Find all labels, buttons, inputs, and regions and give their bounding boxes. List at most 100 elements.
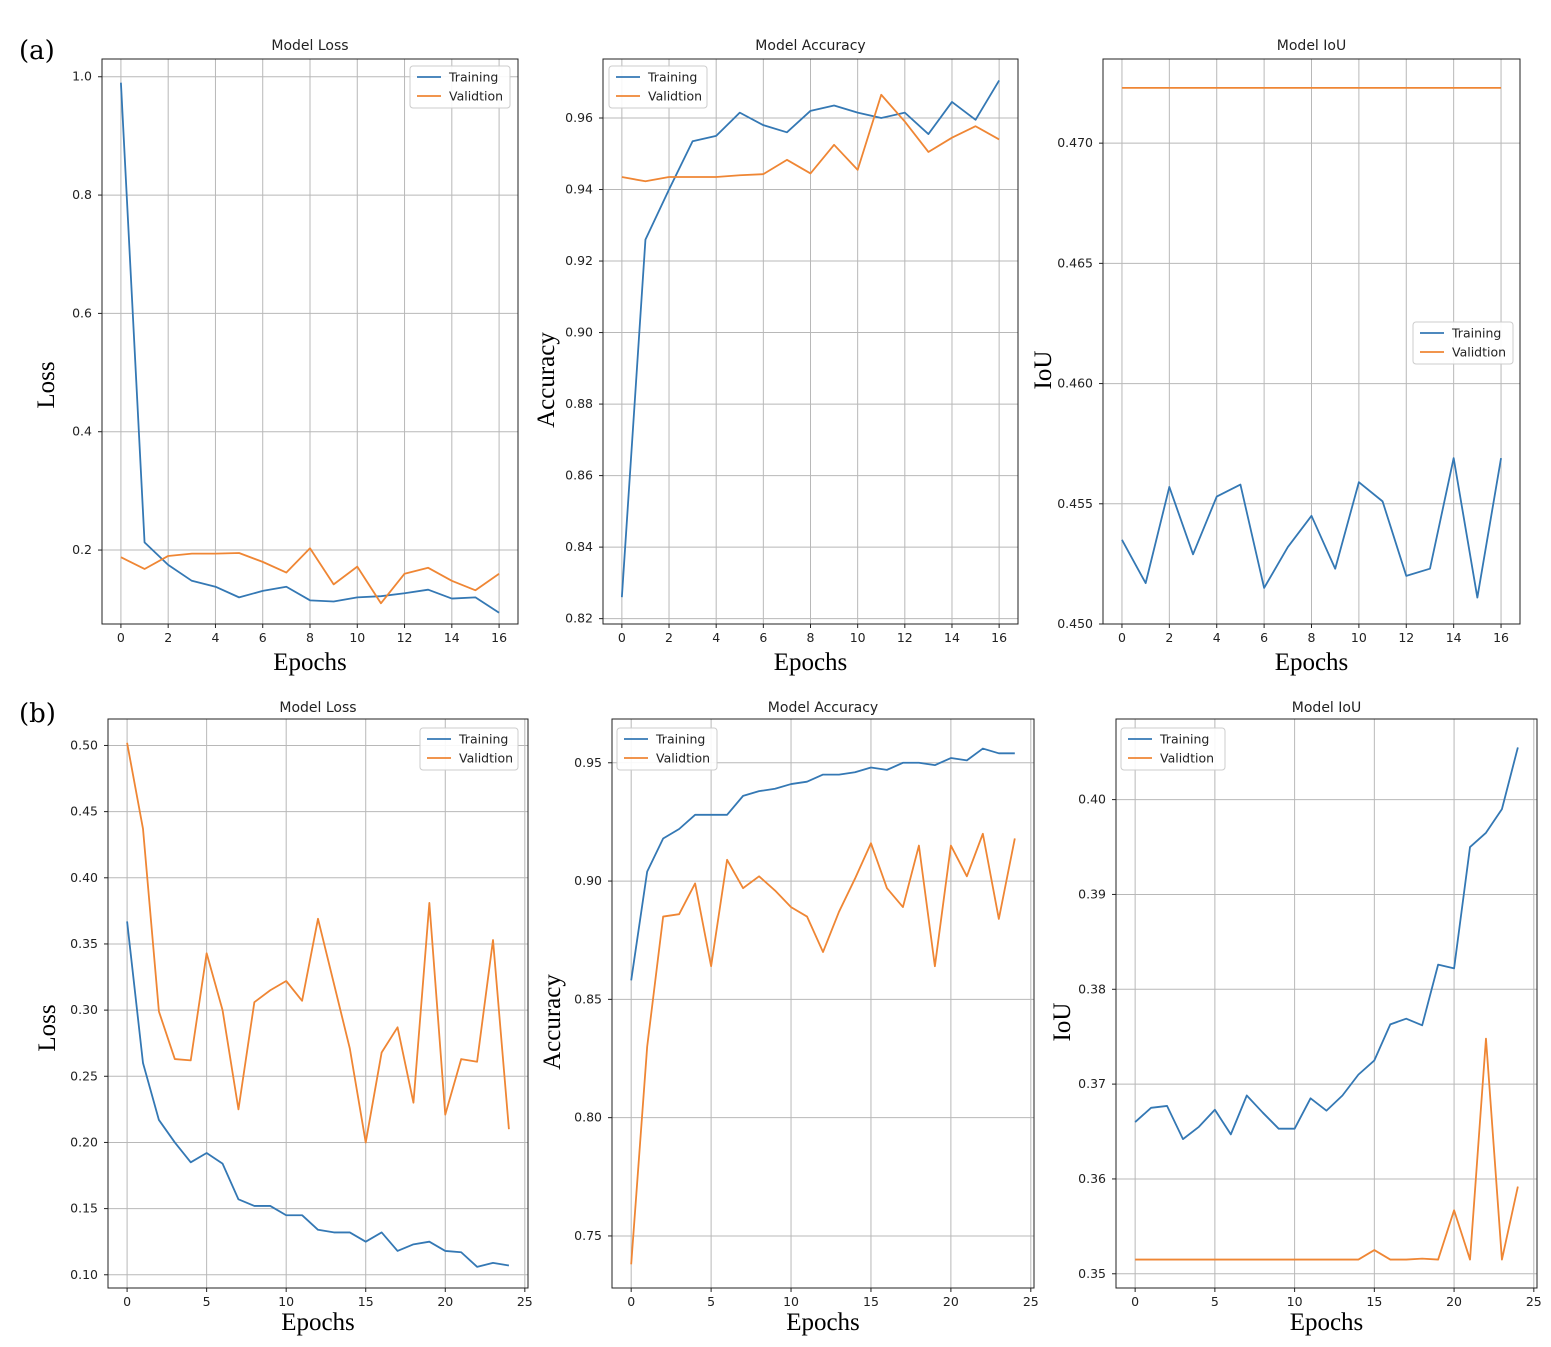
y-tick-label: 0.465 <box>1057 255 1093 270</box>
y-tick-label: 0.450 <box>1057 616 1093 631</box>
x-tick-label: 15 <box>863 1294 879 1309</box>
x-tick-label: 10 <box>278 1294 294 1309</box>
y-axis-label: Loss <box>34 1004 61 1051</box>
x-tick-label: 10 <box>1351 630 1367 645</box>
y-tick-label: 0.20 <box>70 1134 98 1149</box>
legend-label-validtion: Validtion <box>1160 751 1214 766</box>
x-tick-label: 25 <box>517 1294 533 1309</box>
y-tick-label: 0.96 <box>565 110 593 125</box>
x-tick-label: 10 <box>850 630 866 645</box>
y-tick-label: 0.37 <box>1078 1076 1106 1091</box>
y-tick-label: 0.40 <box>70 870 98 885</box>
y-tick-label: 0.10 <box>70 1267 98 1282</box>
y-tick-label: 0.75 <box>574 1228 602 1243</box>
x-axis-label: Epochs <box>774 649 848 676</box>
y-tick-label: 1.0 <box>72 69 92 84</box>
series-line-training <box>1134 747 1519 1141</box>
x-axis-label: Epochs <box>281 1309 355 1336</box>
x-tick-label: 14 <box>1446 630 1462 645</box>
x-axis-label: Epochs <box>1290 1309 1364 1336</box>
chart-panel-2: 0 2 4 6 8 10 12 14 16 0.82 0.84 0.86 0.88 0.90 0.92 0.9… <box>533 38 1019 676</box>
series-line-validtion <box>1135 1037 1519 1261</box>
legend: Training Validtion <box>419 727 519 771</box>
x-tick-label: 20 <box>437 1294 453 1309</box>
y-tick-label: 0.4 <box>72 424 92 439</box>
series-line-training <box>1121 457 1502 599</box>
x-tick-label: 15 <box>358 1294 374 1309</box>
x-tick-label: 12 <box>897 630 913 645</box>
y-tick-label: 0.30 <box>70 1002 98 1017</box>
series-line-validtion <box>126 742 510 1144</box>
series-line-training <box>126 921 510 1268</box>
y-tick-label: 0.6 <box>72 305 92 320</box>
legend-label-validtion: Validtion <box>656 751 710 766</box>
x-tick-label: 16 <box>1493 630 1509 645</box>
chart-panel-1: 0 2 4 6 8 10 12 14 16 0.2 0.4 0.6 0.8 1.0 Model Loss Ep… <box>33 38 519 676</box>
x-tick-label: 25 <box>1526 1294 1542 1309</box>
x-tick-label: 8 <box>306 630 314 645</box>
y-tick-label: 0.94 <box>565 182 593 197</box>
x-tick-label: 0 <box>117 630 125 645</box>
y-axis-label: Loss <box>33 361 60 408</box>
series-line-training <box>630 747 1015 981</box>
y-tick-label: 0.15 <box>70 1201 98 1216</box>
x-tick-label: 12 <box>1398 630 1414 645</box>
legend-label-training: Training <box>1159 732 1209 747</box>
y-tick-label: 0.90 <box>565 325 593 340</box>
plot-frame <box>107 718 529 1289</box>
legend-label-training: Training <box>1451 326 1501 341</box>
x-tick-label: 4 <box>211 630 219 645</box>
legend-label-validtion: Validtion <box>1452 345 1506 360</box>
x-tick-label: 0 <box>1131 1294 1139 1309</box>
x-tick-label: 6 <box>259 630 267 645</box>
legend: Training Validtion <box>608 65 708 109</box>
x-tick-label: 25 <box>1023 1294 1039 1309</box>
series-line-validtion <box>630 832 1016 1265</box>
y-axis-label: Accuracy <box>539 974 566 1070</box>
y-tick-label: 0.90 <box>574 873 602 888</box>
y-tick-label: 0.39 <box>1078 886 1106 901</box>
legend-label-training: Training <box>448 70 498 85</box>
legend-label-training: Training <box>458 732 508 747</box>
plot-frame <box>1115 718 1538 1289</box>
y-tick-label: 0.36 <box>1078 1171 1106 1186</box>
legend: Training Validtion <box>616 727 718 771</box>
x-tick-label: 10 <box>349 630 365 645</box>
series-line-validtion <box>120 547 500 605</box>
y-tick-label: 0.45 <box>70 804 98 819</box>
y-tick-label: 0.86 <box>565 468 593 483</box>
x-tick-label: 0 <box>123 1294 131 1309</box>
y-tick-label: 0.2 <box>72 542 92 557</box>
y-tick-label: 0.92 <box>565 253 593 268</box>
x-tick-label: 20 <box>1446 1294 1462 1309</box>
x-tick-label: 16 <box>991 630 1007 645</box>
series-line-validtion <box>621 93 1000 183</box>
y-tick-label: 0.35 <box>70 936 98 951</box>
chart-panel-6: 0 5 10 15 20 25 0.35 0.36 0.37 0.38 0.39 0.40 Model … <box>1049 700 1542 1336</box>
x-tick-label: 10 <box>1287 1294 1303 1309</box>
y-tick-label: 0.8 <box>72 187 92 202</box>
y-tick-label: 0.80 <box>574 1110 602 1125</box>
y-tick-label: 0.88 <box>565 396 593 411</box>
x-tick-label: 8 <box>1308 630 1316 645</box>
y-axis-label: IoU <box>1030 351 1057 390</box>
x-tick-label: 5 <box>203 1294 211 1309</box>
chart-panel-4: 0 5 10 15 20 25 0.10 0.15 0.20 0.25 0.30 0.35 0.40 0.… <box>34 700 533 1336</box>
x-tick-label: 5 <box>707 1294 715 1309</box>
legend: Training Validtion <box>1120 727 1226 771</box>
legend: Training Validtion <box>1412 321 1514 365</box>
chart-panel-5: 0 5 10 15 20 25 0.75 0.80 0.85 0.90 0.95 Model Accu… <box>539 700 1039 1336</box>
y-tick-label: 0.95 <box>574 755 602 770</box>
x-tick-label: 2 <box>665 630 673 645</box>
x-tick-label: 14 <box>444 630 460 645</box>
y-tick-label: 0.82 <box>565 611 593 626</box>
x-tick-label: 6 <box>759 630 767 645</box>
x-tick-label: 0 <box>1118 630 1126 645</box>
legend-label-training: Training <box>655 732 705 747</box>
x-tick-label: 0 <box>618 630 626 645</box>
legend-label-validtion: Validtion <box>459 751 513 766</box>
chart-title: Model Accuracy <box>755 38 865 54</box>
x-tick-label: 12 <box>397 630 413 645</box>
x-tick-label: 0 <box>627 1294 635 1309</box>
